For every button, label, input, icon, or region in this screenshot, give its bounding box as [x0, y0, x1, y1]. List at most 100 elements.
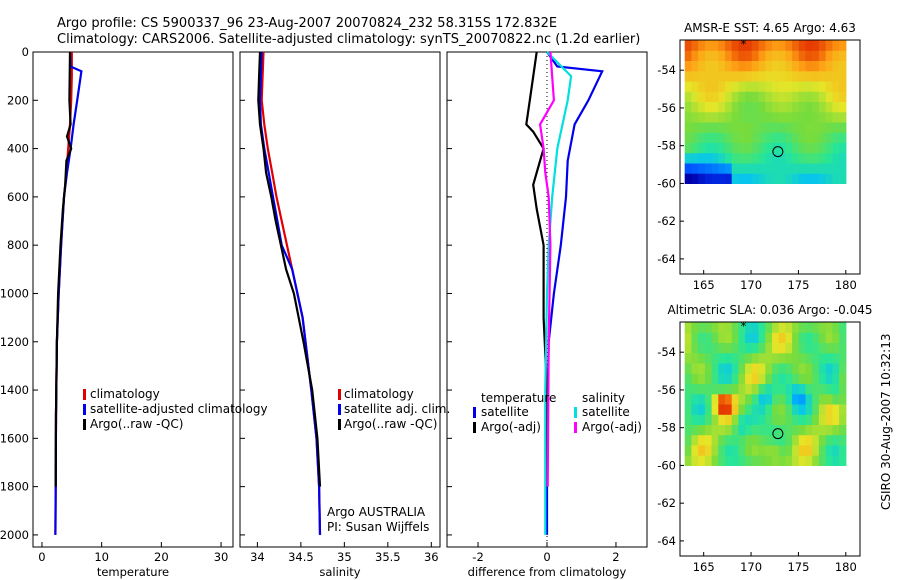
heatmap-cell	[839, 81, 847, 92]
heatmap-cell	[691, 455, 699, 466]
heatmap-cell	[785, 111, 793, 123]
heatmap-cell	[691, 404, 699, 415]
heatmap-cell	[718, 424, 726, 436]
y-tick-label: 200	[7, 93, 29, 107]
heatmap-cell	[839, 332, 847, 343]
heatmap-cell	[832, 332, 840, 343]
header-line1: Argo profile: CS 5900337_96 23-Aug-2007 …	[57, 16, 557, 31]
heatmap-cell	[684, 373, 692, 384]
series-line	[538, 51, 556, 487]
heatmap-cell	[839, 101, 847, 113]
heatmap-cell	[758, 70, 766, 82]
x-axis-label: salinity	[319, 565, 360, 579]
heatmap-cell	[725, 91, 733, 102]
heatmap-cell	[745, 404, 753, 415]
heatmap-cell	[738, 342, 746, 354]
heatmap-cell	[725, 352, 733, 364]
x-tick-label: 30	[214, 550, 229, 564]
heatmap-cell	[698, 132, 706, 143]
heatmap-cell	[805, 40, 813, 51]
heatmap-cell	[725, 383, 733, 395]
heatmap-cell	[778, 455, 786, 466]
heatmap-cell	[691, 122, 699, 133]
heatmap-cell	[704, 404, 713, 415]
heatmap-cell	[751, 40, 760, 51]
heatmap-cell	[745, 122, 753, 133]
heatmap-cell	[818, 142, 827, 154]
profile-panel-1	[32, 51, 234, 548]
legend-label: Argo(..raw -QC)	[344, 417, 437, 431]
heatmap-cell	[691, 60, 699, 72]
heatmap-cell	[725, 404, 733, 415]
heatmap-cell	[765, 162, 773, 174]
heatmap-cell	[792, 424, 800, 436]
heatmap-cell	[832, 352, 840, 364]
heatmap-cell	[798, 363, 807, 374]
heatmap-cell	[805, 50, 813, 61]
heatmap-cell	[825, 81, 833, 92]
heatmap-cell	[718, 122, 726, 133]
heatmap-cell	[745, 162, 753, 174]
heatmap-cell	[745, 424, 753, 436]
heatmap-cell	[798, 132, 807, 143]
heatmap-cell	[711, 152, 719, 164]
heatmap-cell	[711, 50, 719, 61]
heatmap-cell	[805, 162, 813, 174]
heatmap-cell	[778, 322, 786, 333]
heatmap-cell	[745, 434, 753, 446]
legend-swatch	[83, 389, 86, 400]
heatmap-cell	[839, 60, 847, 72]
heatmap-cell	[805, 111, 813, 123]
heatmap-cell	[758, 132, 766, 143]
heatmap-cell	[758, 342, 766, 354]
x-tick-label: 0	[543, 550, 550, 564]
heatmap-cell	[704, 142, 713, 154]
heatmap-cell	[812, 142, 820, 154]
heatmap-cell	[691, 424, 699, 436]
heatmap-cell	[805, 152, 813, 164]
heatmap-cell	[751, 373, 760, 384]
heatmap-cell	[825, 363, 833, 374]
heatmap-cell	[805, 444, 813, 456]
heatmap-cell	[805, 122, 813, 133]
heatmap-cell	[818, 70, 827, 82]
heatmap-cell	[745, 383, 753, 395]
heatmap-cell	[772, 393, 780, 405]
heatmap-cell	[704, 152, 713, 164]
heatmap-cell	[825, 455, 833, 466]
heatmap-cell	[805, 101, 813, 113]
heatmap-cell	[825, 111, 833, 123]
heatmap-cell	[818, 101, 827, 113]
heatmap-cell	[778, 393, 786, 405]
heatmap-cell	[839, 40, 847, 51]
heatmap-cell	[778, 363, 786, 374]
heatmap-cell	[758, 142, 766, 154]
heatmap-cell	[691, 342, 699, 354]
heatmap-cell	[798, 122, 807, 133]
heatmap-cell	[805, 352, 813, 364]
heatmap-cell	[725, 162, 733, 174]
heatmap-cell	[751, 101, 760, 113]
heatmap-cell	[711, 363, 719, 374]
heatmap-cell	[738, 111, 746, 123]
heatmap-cell	[704, 132, 713, 143]
heatmap-cell	[825, 40, 833, 51]
heatmap-cell	[772, 352, 780, 364]
heatmap-cell	[825, 60, 833, 72]
y-tick-label: 600	[7, 190, 29, 204]
heatmap-cell	[718, 142, 726, 154]
heatmap-cell	[758, 393, 766, 405]
x-tick-label: 34	[250, 550, 265, 564]
heatmap-cell	[711, 162, 719, 174]
heatmap-cell	[825, 142, 833, 154]
heatmap-cell	[704, 342, 713, 354]
heatmap-cell	[792, 50, 800, 61]
heatmap-cell	[704, 383, 713, 395]
heatmap-cell	[704, 414, 713, 425]
heatmap-cell	[745, 70, 753, 82]
heatmap-cell	[731, 434, 739, 446]
heatmap-cell	[839, 424, 847, 436]
heatmap-cell	[818, 383, 827, 395]
heatmap-cell	[798, 404, 807, 415]
heatmap-cell	[765, 424, 773, 436]
